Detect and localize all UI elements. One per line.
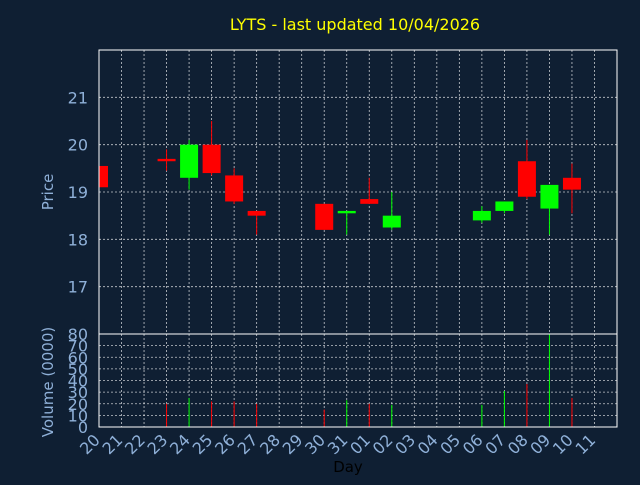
volume-tick-label: 20 [68, 395, 88, 414]
volume-tick-label: 60 [68, 348, 88, 367]
volume-tick-label: 10 [68, 406, 88, 425]
volume-tick-label: 70 [68, 337, 88, 356]
price-tick-labels: 17 18 19 20 21 [68, 88, 88, 296]
candle-body [472, 210, 491, 221]
volume-bars [166, 334, 573, 427]
candle-body [180, 144, 199, 178]
volume-tick-label: 80 [68, 325, 88, 344]
x-tick-labels: 2021222324252627282930310102030405060708… [76, 430, 599, 458]
candle-body [157, 158, 176, 162]
candle-body [202, 144, 221, 174]
candles [98, 121, 581, 235]
candle-body [99, 165, 108, 188]
candle-body [562, 177, 581, 190]
candle-body [225, 175, 244, 202]
volume-tick-label: 0 [78, 418, 88, 437]
x-tick-label: 11 [571, 430, 599, 458]
volume-tick-label: 40 [68, 372, 88, 391]
volume-grid [98, 333, 617, 428]
volume-tick-label: 50 [68, 360, 88, 379]
candle-body [247, 210, 266, 216]
candle-body [315, 203, 334, 230]
price-tick-label: 19 [68, 183, 88, 202]
candle-body [540, 184, 559, 209]
candle-body [360, 199, 379, 204]
candle-body [337, 210, 356, 214]
volume-panel-frame [98, 333, 618, 428]
volume-axis-label: Volume (0000) [39, 327, 57, 437]
price-grid [98, 50, 617, 334]
candle-body [517, 161, 536, 197]
price-axis-label: Price [39, 174, 57, 211]
volume-tick-label: 30 [68, 383, 88, 402]
candle-body [382, 215, 401, 228]
price-tick-label: 18 [68, 230, 88, 249]
price-tick-label: 17 [68, 278, 88, 297]
price-tick-label: 20 [68, 136, 88, 155]
price-tick-label: 21 [68, 88, 88, 107]
x-axis-label: Day [333, 458, 363, 476]
candle-body [495, 201, 514, 211]
chart-title: LYTS - last updated 10/04/2026 [230, 15, 480, 34]
